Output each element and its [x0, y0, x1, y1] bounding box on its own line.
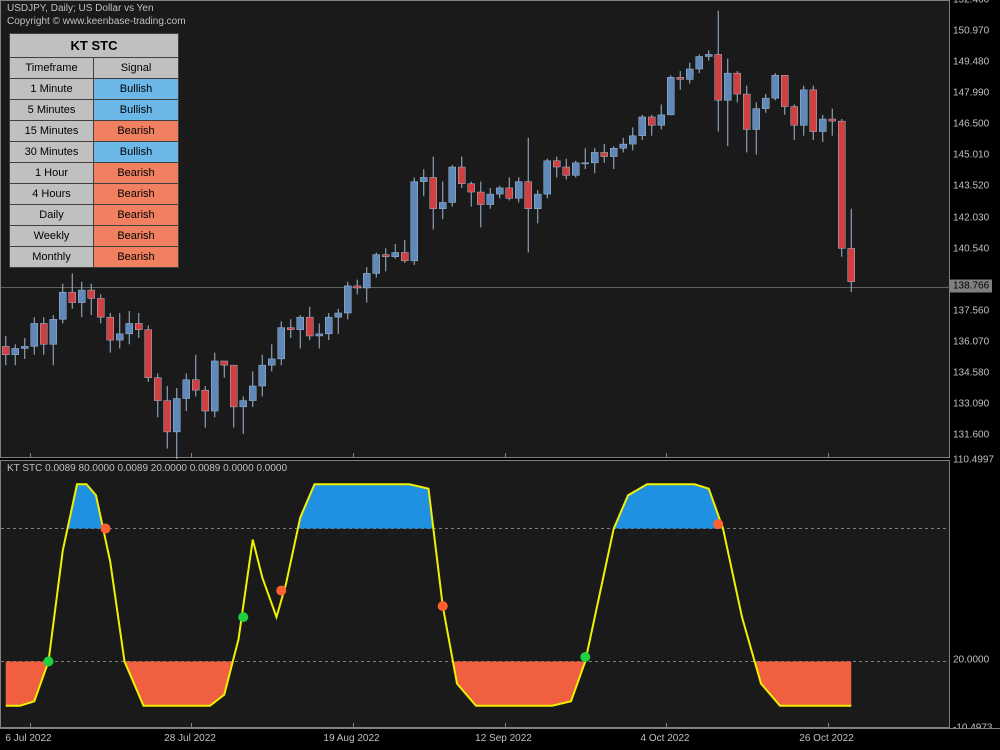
- indicator-y-axis: 110.499720.0000-10.4973: [950, 460, 1000, 728]
- col-header-timeframe: Timeframe: [10, 58, 94, 78]
- signal-panel[interactable]: KT STC Timeframe Signal 1 MinuteBullish5…: [9, 33, 179, 268]
- signal-row: DailyBearish: [10, 205, 178, 226]
- y-tick-label: 134.580: [953, 367, 989, 378]
- signal-value: Bearish: [94, 121, 178, 141]
- x-tick-label: 28 Jul 2022: [164, 733, 216, 744]
- signal-value: Bearish: [94, 226, 178, 246]
- indicator-chart[interactable]: KT STC 0.0089 80.0000 0.0089 20.0000 0.0…: [0, 460, 950, 728]
- x-tick-label: 6 Jul 2022: [5, 733, 51, 744]
- y-tick-label: 149.480: [953, 57, 989, 68]
- sell-signal-dot: [101, 524, 111, 534]
- signal-value: Bearish: [94, 184, 178, 204]
- x-tick-label: 26 Oct 2022: [799, 733, 853, 744]
- signal-value: Bearish: [94, 163, 178, 183]
- timeframe-label: 30 Minutes: [10, 142, 94, 162]
- x-tick-label: 4 Oct 2022: [641, 733, 690, 744]
- timeframe-label: Monthly: [10, 247, 94, 267]
- y-tick-label: 137.560: [953, 305, 989, 316]
- signal-row: 1 MinuteBullish: [10, 79, 178, 100]
- y-tick-label: 146.500: [953, 119, 989, 130]
- y-tick-label: 142.030: [953, 212, 989, 223]
- current-price-label: 138.766: [950, 279, 992, 292]
- timeframe-label: 1 Hour: [10, 163, 94, 183]
- timeframe-label: 5 Minutes: [10, 100, 94, 120]
- buy-signal-dot: [238, 612, 248, 622]
- y-tick-label: 145.010: [953, 150, 989, 161]
- sell-signal-dot: [276, 586, 286, 596]
- y-tick-label: 133.090: [953, 398, 989, 409]
- signal-value: Bullish: [94, 79, 178, 99]
- timeframe-label: Weekly: [10, 226, 94, 246]
- signal-row: MonthlyBearish: [10, 247, 178, 267]
- y-tick-label: 150.970: [953, 26, 989, 37]
- y-tick-label: 152.460: [953, 0, 989, 6]
- signal-row: WeeklyBearish: [10, 226, 178, 247]
- signal-row: 1 HourBearish: [10, 163, 178, 184]
- signal-value: Bullish: [94, 100, 178, 120]
- signal-row: 30 MinutesBullish: [10, 142, 178, 163]
- price-chart[interactable]: USDJPY, Daily; US Dollar vs Yen Copyrigh…: [0, 0, 950, 458]
- signal-row: 15 MinutesBearish: [10, 121, 178, 142]
- signal-value: Bullish: [94, 142, 178, 162]
- indicator-y-tick: 110.4997: [953, 455, 994, 466]
- time-x-axis: 6 Jul 2022 28 Jul 2022 19 Aug 2022 12 Sep 2…: [0, 728, 1000, 750]
- signal-value: Bearish: [94, 247, 178, 267]
- panel-title: KT STC: [10, 34, 178, 58]
- sell-signal-dot: [713, 519, 723, 529]
- timeframe-label: Daily: [10, 205, 94, 225]
- y-tick-label: 143.520: [953, 181, 989, 192]
- signal-row: 4 HoursBearish: [10, 184, 178, 205]
- x-tick-label: 12 Sep 2022: [475, 733, 532, 744]
- y-tick-label: 140.540: [953, 243, 989, 254]
- timeframe-label: 1 Minute: [10, 79, 94, 99]
- y-tick-label: 147.990: [953, 88, 989, 99]
- buy-signal-dot: [44, 656, 54, 666]
- timeframe-label: 15 Minutes: [10, 121, 94, 141]
- x-tick-label: 19 Aug 2022: [323, 733, 379, 744]
- price-y-axis: 152.460 150.970 149.480 147.990 146.500 145.0…: [950, 0, 1000, 458]
- buy-signal-dot: [580, 652, 590, 662]
- col-header-signal: Signal: [94, 58, 178, 78]
- chart-root: USDJPY, Daily; US Dollar vs Yen Copyrigh…: [0, 0, 1000, 750]
- y-tick-label: 131.600: [953, 430, 989, 441]
- sell-signal-dot: [438, 601, 448, 611]
- timeframe-label: 4 Hours: [10, 184, 94, 204]
- signal-value: Bearish: [94, 205, 178, 225]
- indicator-y-tick: 20.0000: [953, 655, 989, 666]
- signal-row: 5 MinutesBullish: [10, 100, 178, 121]
- y-tick-label: 136.070: [953, 336, 989, 347]
- indicator-layer: [1, 461, 951, 729]
